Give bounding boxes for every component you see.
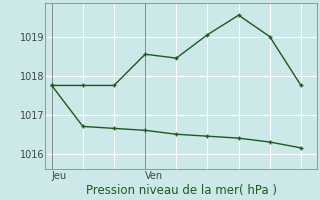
X-axis label: Pression niveau de la mer( hPa ): Pression niveau de la mer( hPa ) [85,184,276,197]
